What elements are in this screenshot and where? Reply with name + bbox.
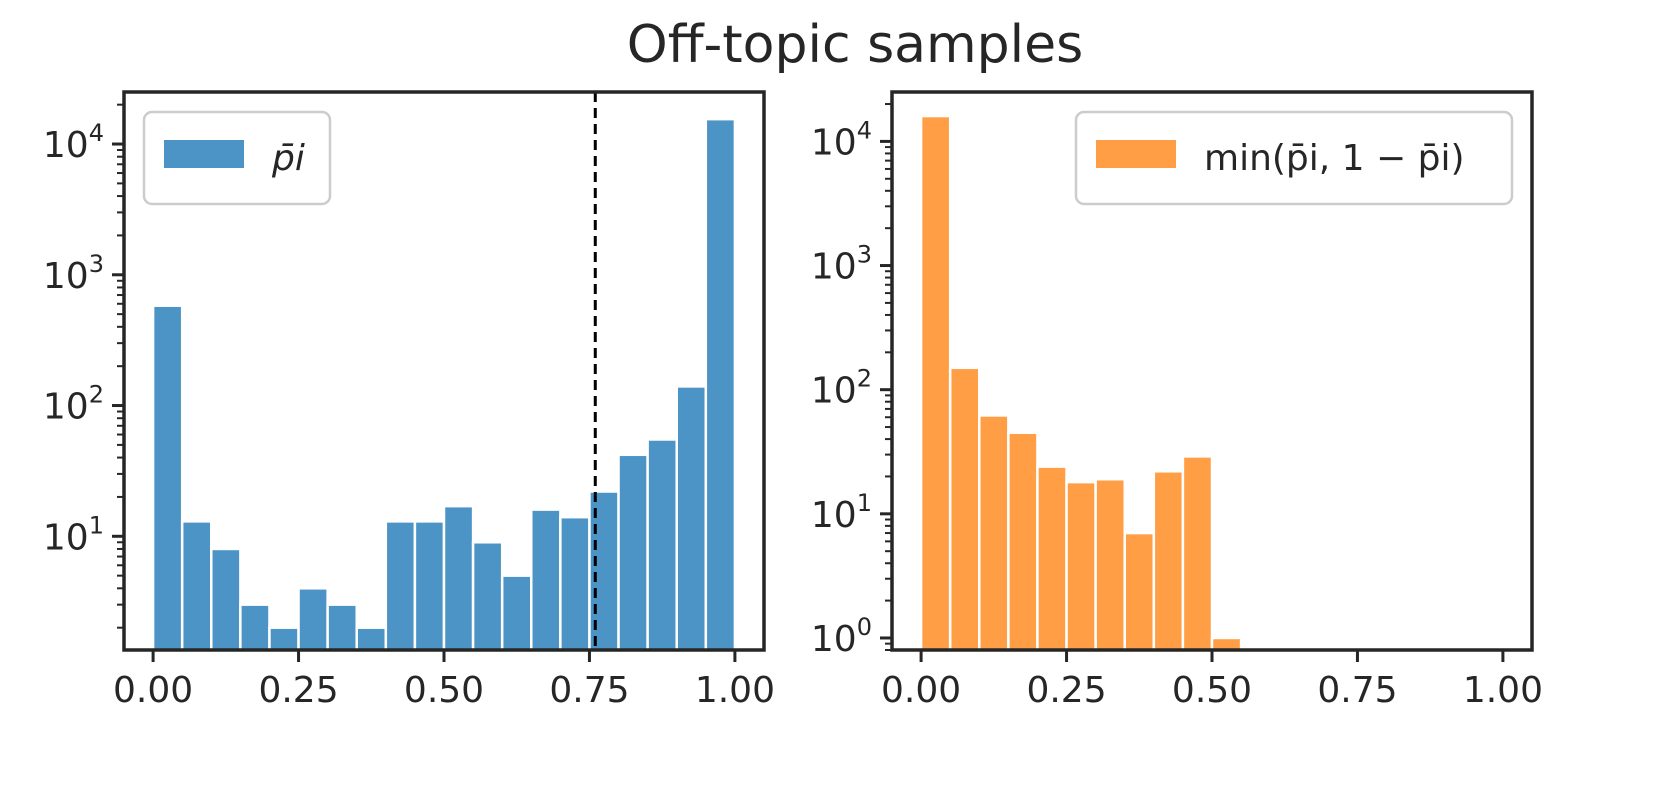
x-tick-label: 0.25 [258,670,338,711]
histogram-bar [413,520,446,652]
histogram-bar [617,453,649,652]
y-tick-exponent: 1 [857,489,872,517]
y-tick-exponent: 0 [857,613,872,641]
histogram-bar [559,515,591,652]
legend: p̄i [142,110,332,206]
y-tick-exponent: 2 [857,365,872,393]
histogram-bar [384,520,417,652]
x-tick-label: 1.00 [695,670,775,711]
histogram-bar [1007,431,1039,652]
histogram-bar [978,414,1010,652]
histogram-bar [297,587,329,652]
histogram-bar [704,117,737,652]
x-tick-label: 0.50 [404,670,484,711]
y-tick-exponent: 4 [89,119,104,147]
x-tick-label: 1.00 [1463,670,1543,711]
histogram-bar [326,603,358,652]
legend: min(p̄i, 1 − p̄i) [1074,110,1514,206]
y-tick-label: 103 [811,241,872,288]
histogram-bar [1036,465,1068,652]
y-tick-base: 10 [811,122,857,163]
histogram-bar [1181,455,1214,652]
histogram-bar [1094,477,1126,652]
histogram-bar [500,574,533,652]
y-tick-base: 10 [43,387,89,428]
histogram-bar [239,603,271,652]
histogram-bar [442,504,475,652]
x-tick-label: 0.25 [1026,670,1106,711]
y-tick-label: 103 [43,250,104,297]
legend-swatch [164,140,244,168]
histogram-bar [471,541,504,652]
legend-box [1074,110,1514,206]
histogram-bar [1123,531,1156,652]
legend-swatch [1096,140,1176,168]
y-tick-base: 10 [43,256,89,297]
x-tick-label: 0.00 [881,670,961,711]
y-tick-base: 10 [43,517,89,558]
y-tick-label: 101 [43,511,104,558]
histogram-bar [919,114,952,652]
legend-label: min(p̄i, 1 − p̄i) [1204,138,1465,179]
y-tick-base: 10 [811,371,857,412]
histogram-bar [646,438,678,652]
histogram-bar [151,304,184,652]
histogram-bar [530,508,562,652]
right-histogram: 0.00 0.25 0.50 0.75 1.00100101102103104min(p… [811,90,1543,711]
y-tick-label: 104 [43,119,104,166]
y-tick-exponent: 3 [857,241,872,269]
histogram-bar [1152,470,1185,652]
y-tick-label: 102 [43,381,104,428]
x-tick-label: 0.50 [1172,670,1252,711]
histogram-bar [1210,636,1243,652]
histogram-bar [268,626,300,652]
y-tick-label: 104 [811,116,872,163]
x-tick-label: 0.75 [1317,670,1397,711]
x-tick-label: 0.75 [549,670,629,711]
legend-label: p̄i [271,138,305,179]
y-tick-label: 100 [811,613,872,660]
histogram-bar [210,547,242,652]
figure-title: Off-topic samples [627,15,1083,75]
histogram-bar [675,385,708,652]
y-tick-exponent: 4 [857,116,872,144]
y-tick-base: 10 [811,495,857,536]
y-tick-exponent: 1 [89,511,104,539]
y-tick-label: 102 [811,365,872,412]
y-tick-label: 101 [811,489,872,536]
histogram-bar [1065,480,1097,652]
y-tick-exponent: 2 [89,381,104,409]
y-tick-base: 10 [811,247,857,288]
histogram-bar [180,520,213,652]
y-tick-base: 10 [811,619,857,660]
x-tick-label: 0.00 [113,670,193,711]
y-tick-exponent: 3 [89,250,104,278]
histogram-bar [355,626,388,652]
y-tick-base: 10 [43,125,89,166]
histogram-bar [948,366,981,652]
